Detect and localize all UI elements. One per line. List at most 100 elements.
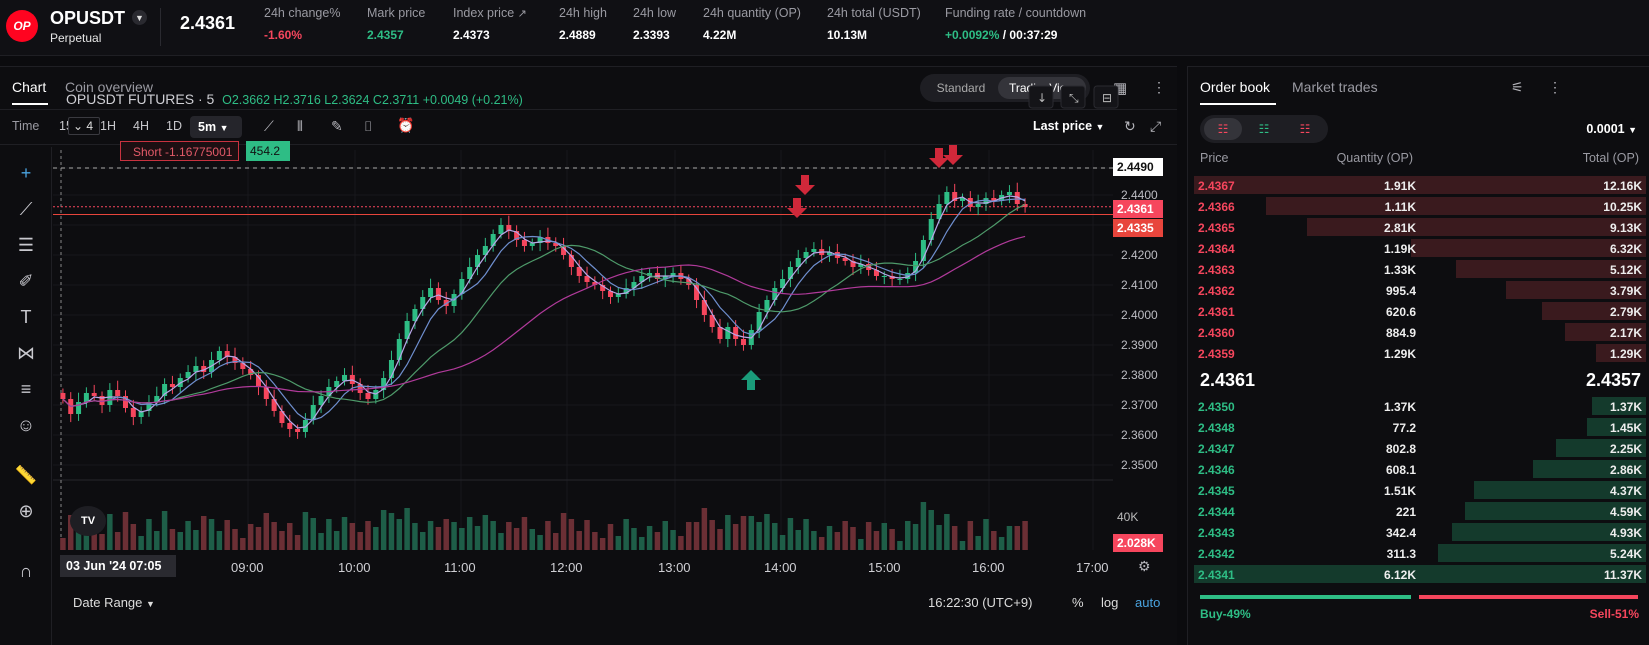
mode-standard[interactable]: Standard: [936, 81, 986, 95]
candle-body: [388, 360, 394, 378]
volume-bar: [991, 531, 997, 550]
tab-chart[interactable]: Chart: [12, 79, 47, 95]
volume-bar: [889, 529, 895, 550]
interval-selector[interactable]: 5m ▼: [190, 116, 242, 138]
symbol-name[interactable]: OPUSDT: [50, 8, 126, 28]
interval-4h[interactable]: 4H: [133, 119, 149, 133]
last-price: 2.4361: [180, 13, 236, 33]
candlestick-chart[interactable]: 2.44902.44002.43002.42002.41002.40002.39…: [53, 80, 1177, 580]
draw-pencil-icon[interactable]: ✎: [331, 118, 343, 134]
date-range-button[interactable]: Date Range ▼: [73, 595, 155, 610]
alarm-clock-icon[interactable]: ⏰: [397, 117, 415, 133]
tab-coin-overview[interactable]: Coin overview: [65, 79, 153, 95]
reset-chart-icon[interactable]: ↻: [1124, 118, 1136, 134]
ask-row[interactable]: 2.4362 995.4 3.79K: [1194, 280, 1646, 300]
ask-row[interactable]: 2.4359 1.29K 1.29K: [1194, 343, 1646, 363]
tab-order-book[interactable]: Order book: [1200, 79, 1271, 95]
bid-row[interactable]: 2.4346 608.1 2.86K: [1194, 459, 1646, 479]
stat-index-price[interactable]: Index price ↗ 2.4373: [453, 6, 527, 42]
bid-row[interactable]: 2.4343 342.4 4.93K: [1194, 522, 1646, 542]
bid-row[interactable]: 2.4347 802.8 2.25K: [1194, 438, 1646, 458]
y-tick-label: 2.4000: [1121, 308, 1158, 322]
indicator-icon[interactable]: ⟋: [264, 118, 274, 134]
stat-24h-high: 24h high 2.4889: [559, 6, 607, 42]
candle-body: [506, 225, 512, 231]
ask-row[interactable]: 2.4360 884.9 2.17K: [1194, 322, 1646, 342]
volume-bar: [842, 521, 848, 550]
interval-time[interactable]: Time: [12, 119, 40, 133]
y-tick-label: 2.3800: [1121, 368, 1158, 382]
ask-row[interactable]: 2.4366 1.11K 10.25K: [1194, 196, 1646, 216]
crosshair-icon[interactable]: +: [20, 163, 32, 183]
trend-line-icon[interactable]: ⟋: [19, 199, 33, 219]
ask-row[interactable]: 2.4363 1.33K 5.12K: [1194, 259, 1646, 279]
horizontal-lines-icon[interactable]: ☰: [17, 235, 35, 255]
text-tool-icon[interactable]: T: [20, 307, 32, 327]
more-dots-icon[interactable]: ⋮: [1548, 79, 1562, 95]
volume-bar: [725, 515, 731, 550]
ruler-icon[interactable]: 📏: [14, 465, 38, 485]
candle-body: [435, 288, 441, 300]
more-dots-icon[interactable]: ⋮: [1152, 79, 1166, 95]
camera-icon[interactable]: ⌷: [364, 118, 373, 134]
magnet-icon[interactable]: ∩: [19, 561, 33, 581]
volume-bar: [873, 531, 880, 550]
interval-1d[interactable]: 1D: [166, 119, 182, 133]
volume-bar: [263, 513, 270, 550]
view-both-icon[interactable]: ☷: [1204, 118, 1242, 140]
candle-body: [873, 270, 879, 276]
auto-scale-toggle[interactable]: auto: [1135, 595, 1161, 610]
pattern-tool-icon[interactable]: ⋈: [17, 343, 35, 363]
col-total: Total (OP): [1582, 151, 1639, 165]
ask-row[interactable]: 2.4365 2.81K 9.13K: [1194, 217, 1646, 237]
volume-bar: [427, 521, 434, 550]
legend-title: OPUSDT FUTURES · 5: [66, 91, 215, 107]
tab-market-trades[interactable]: Market trades: [1292, 79, 1378, 95]
ask-row[interactable]: 2.4361 620.6 2.79K: [1194, 301, 1646, 321]
symbol-dropdown-icon[interactable]: ▼: [132, 10, 147, 25]
cursor-date-label: 03 Jun '24 07:05: [60, 555, 176, 577]
indicator-collapse[interactable]: ⌄ 4: [68, 117, 100, 135]
candle-body: [396, 339, 402, 360]
chart-settings-icon[interactable]: ⚙: [1138, 558, 1151, 574]
volume-bar: [279, 531, 285, 550]
bid-row[interactable]: 2.4348 77.2 1.45K: [1194, 417, 1646, 437]
fullscreen-icon[interactable]: ⤢: [1150, 118, 1162, 134]
tradingview-logo[interactable]: TV: [70, 506, 106, 536]
external-link-icon[interactable]: ↗: [517, 8, 527, 20]
view-bids-icon[interactable]: ☷: [1258, 122, 1270, 136]
zoom-in-icon[interactable]: ⊕: [18, 501, 34, 521]
emoji-icon[interactable]: ☺: [16, 415, 36, 435]
row-total: 2.79K: [1609, 305, 1642, 319]
view-asks-icon[interactable]: ☷: [1299, 122, 1311, 136]
volume-bar: [451, 522, 457, 550]
tab-underline: [1200, 103, 1276, 105]
candle-type-icon[interactable]: ⫴: [297, 118, 303, 134]
orderbook-settings-icon[interactable]: ⚟: [1511, 79, 1524, 95]
candle-body: [255, 375, 261, 387]
bid-row[interactable]: 2.4342 311.3 5.24K: [1194, 543, 1646, 563]
percent-scale-toggle[interactable]: %: [1072, 595, 1084, 610]
interval-1h[interactable]: 1H: [100, 119, 116, 133]
volume-bar: [240, 538, 246, 550]
short-position-label[interactable]: Short -1.16775001: [120, 141, 240, 161]
precision-dropdown[interactable]: 0.0001 ▼: [1586, 122, 1637, 136]
candle-body: [365, 393, 371, 399]
bid-row[interactable]: 2.4350 1.37K 1.37K: [1194, 396, 1646, 416]
funding-separator: /: [999, 28, 1010, 42]
volume-bar: [631, 528, 637, 550]
fib-tool-icon[interactable]: ≡: [20, 379, 32, 399]
brush-icon[interactable]: ✐: [18, 271, 34, 291]
op-logo: OP: [6, 10, 38, 42]
price-mode-dropdown[interactable]: Last price ▼: [1033, 119, 1104, 133]
volume-bar: [506, 522, 512, 550]
candle-body: [240, 363, 246, 369]
stat-label: 24h change%: [264, 6, 341, 20]
bid-row[interactable]: 2.4345 1.51K 4.37K: [1194, 480, 1646, 500]
ask-row[interactable]: 2.4367 1.91K 12.16K: [1194, 175, 1646, 195]
bid-row[interactable]: 2.4341 6.12K 11.37K: [1194, 564, 1646, 584]
bid-row[interactable]: 2.4344 221 4.59K: [1194, 501, 1646, 521]
volume-bar: [255, 527, 262, 550]
log-scale-toggle[interactable]: log: [1101, 595, 1119, 610]
ask-row[interactable]: 2.4364 1.19K 6.32K: [1194, 238, 1646, 258]
